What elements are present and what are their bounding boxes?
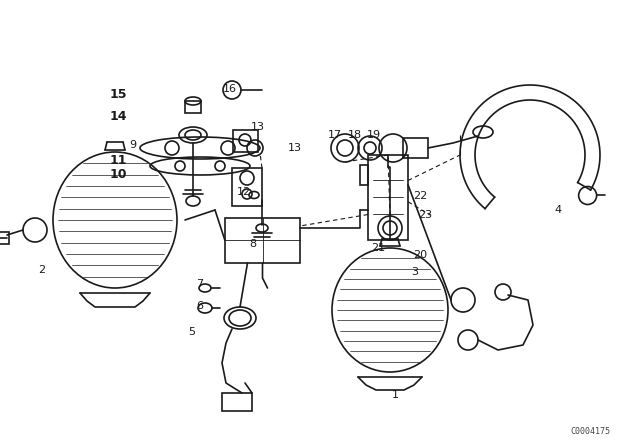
Bar [225,218,300,263]
Text: 11: 11 [109,154,127,167]
Text: 23: 23 [418,210,432,220]
Bar [0,232,9,244]
Text: 18: 18 [348,130,362,140]
Text: 12: 12 [237,187,251,197]
Text: 15: 15 [109,89,127,102]
Text: 13: 13 [251,122,265,132]
Text: 6: 6 [196,301,204,311]
Text: 19: 19 [367,130,381,140]
Text: 2: 2 [38,265,45,275]
Bar [368,155,408,240]
Text: 3: 3 [412,267,419,277]
Text: 22: 22 [413,191,427,201]
Bar [403,138,428,158]
Text: 1: 1 [392,390,399,400]
Text: 14: 14 [109,109,127,122]
Bar [185,101,201,113]
Text: 7: 7 [196,279,204,289]
Bar [222,393,252,411]
Bar [233,130,258,152]
Text: 5: 5 [189,327,195,337]
Text: 20: 20 [413,250,427,260]
Text: 21: 21 [371,243,385,253]
Text: 10: 10 [109,168,127,181]
Text: 4: 4 [554,205,561,215]
Text: C0004175: C0004175 [570,427,610,436]
Bar [232,168,262,206]
Text: 8: 8 [250,239,257,249]
Text: 16: 16 [223,84,237,94]
Text: 9: 9 [129,140,136,150]
Bar [360,165,368,185]
Text: 13: 13 [288,143,302,153]
Text: 17: 17 [328,130,342,140]
